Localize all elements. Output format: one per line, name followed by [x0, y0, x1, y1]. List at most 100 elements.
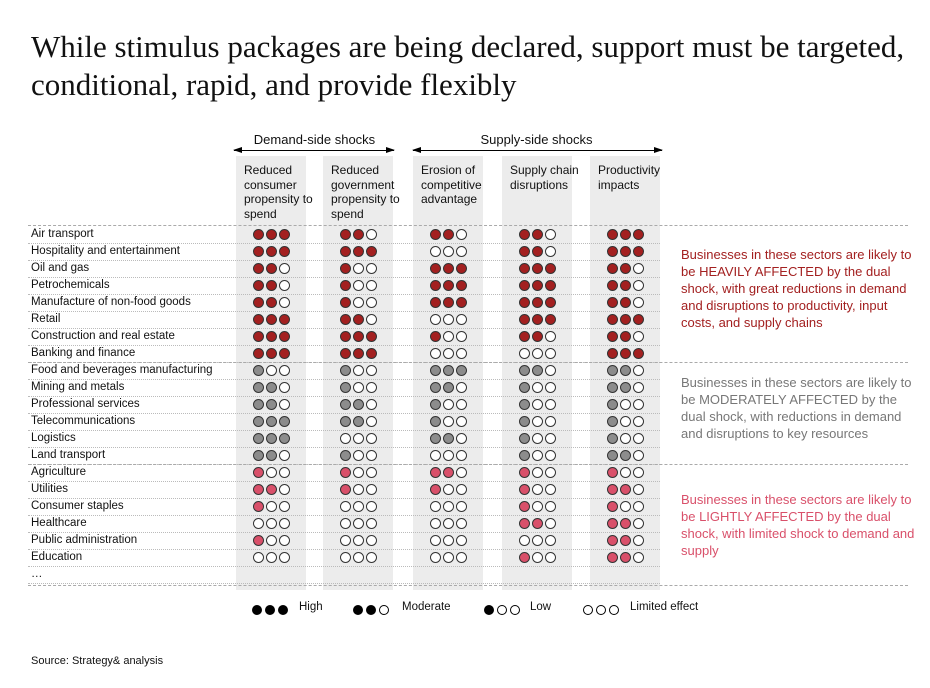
empty-dot [366, 365, 377, 376]
empty-dot [456, 331, 467, 342]
filled-dot [353, 399, 364, 410]
filled-dot [545, 263, 556, 274]
empty-dot [353, 450, 364, 461]
filled-dot [430, 416, 441, 427]
note-light: Businesses in these sectors are likely t… [681, 492, 915, 558]
filled-dot [620, 297, 631, 308]
filled-dot [620, 552, 631, 563]
empty-dot [279, 501, 290, 512]
empty-dot [443, 518, 454, 529]
empty-dot [545, 416, 556, 427]
empty-dot [456, 246, 467, 257]
filled-dot [266, 280, 277, 291]
filled-dot [443, 433, 454, 444]
filled-dot [607, 399, 618, 410]
column-header: Productivity impacts [598, 163, 661, 192]
filled-dot [519, 501, 530, 512]
filled-dot [607, 297, 618, 308]
row-line [28, 549, 660, 550]
filled-dot [620, 382, 631, 393]
empty-dot [366, 229, 377, 240]
filled-dot [620, 348, 631, 359]
filled-dot [340, 297, 351, 308]
empty-dot [443, 348, 454, 359]
filled-dot [532, 365, 543, 376]
empty-dot [279, 552, 290, 563]
row-line [28, 481, 660, 482]
filled-dot [519, 314, 530, 325]
filled-dot [532, 314, 543, 325]
filled-dot [607, 450, 618, 461]
filled-dot [340, 280, 351, 291]
filled-dot [620, 229, 631, 240]
legend-empty-dot [510, 605, 520, 615]
row-label: Food and beverages manufacturing [31, 364, 213, 376]
row-line [28, 379, 660, 380]
empty-dot [430, 535, 441, 546]
filled-dot [519, 433, 530, 444]
row-label: Healthcare [31, 517, 87, 529]
filled-dot [430, 382, 441, 393]
filled-dot [607, 246, 618, 257]
empty-dot [633, 433, 644, 444]
legend-filled-dot [484, 605, 494, 615]
filled-dot [340, 450, 351, 461]
legend-label: Moderate [402, 601, 451, 613]
filled-dot [353, 416, 364, 427]
filled-dot [443, 467, 454, 478]
filled-dot [633, 246, 644, 257]
row-line [28, 328, 660, 329]
empty-dot [279, 263, 290, 274]
filled-dot [607, 314, 618, 325]
filled-dot [253, 382, 264, 393]
empty-dot [633, 501, 644, 512]
filled-dot [633, 348, 644, 359]
row-line [28, 532, 660, 533]
empty-dot [545, 382, 556, 393]
empty-dot [443, 450, 454, 461]
empty-dot [430, 314, 441, 325]
filled-dot [519, 484, 530, 495]
row-label: Manufacture of non-food goods [31, 296, 191, 308]
row-label: Mining and metals [31, 381, 125, 393]
empty-dot [279, 297, 290, 308]
empty-dot [366, 314, 377, 325]
filled-dot [532, 263, 543, 274]
filled-dot [340, 467, 351, 478]
legend-empty-dot [583, 605, 593, 615]
row-label: Hospitality and entertainment [31, 245, 180, 257]
filled-dot [532, 280, 543, 291]
column-header: Reduced consumer propensity to spend [244, 163, 313, 221]
empty-dot [366, 518, 377, 529]
legend-filled-dot [265, 605, 275, 615]
empty-dot [545, 501, 556, 512]
filled-dot [279, 314, 290, 325]
filled-dot [253, 467, 264, 478]
filled-dot [253, 484, 264, 495]
row-line [28, 566, 660, 567]
filled-dot [607, 484, 618, 495]
filled-dot [279, 246, 290, 257]
empty-dot [366, 433, 377, 444]
empty-dot [532, 348, 543, 359]
note-heavy: Businesses in these sectors are likely t… [681, 247, 912, 330]
filled-dot [253, 314, 264, 325]
filled-dot [607, 382, 618, 393]
empty-dot [366, 484, 377, 495]
filled-dot [519, 467, 530, 478]
row-label: Banking and finance [31, 347, 136, 359]
filled-dot [253, 399, 264, 410]
filled-dot [532, 331, 543, 342]
empty-dot [456, 484, 467, 495]
filled-dot [430, 484, 441, 495]
filled-dot [456, 365, 467, 376]
empty-dot [366, 501, 377, 512]
empty-dot [532, 450, 543, 461]
filled-dot [607, 433, 618, 444]
empty-dot [545, 365, 556, 376]
empty-dot [279, 484, 290, 495]
empty-dot [366, 263, 377, 274]
empty-dot [456, 416, 467, 427]
empty-dot [456, 399, 467, 410]
empty-dot [266, 552, 277, 563]
